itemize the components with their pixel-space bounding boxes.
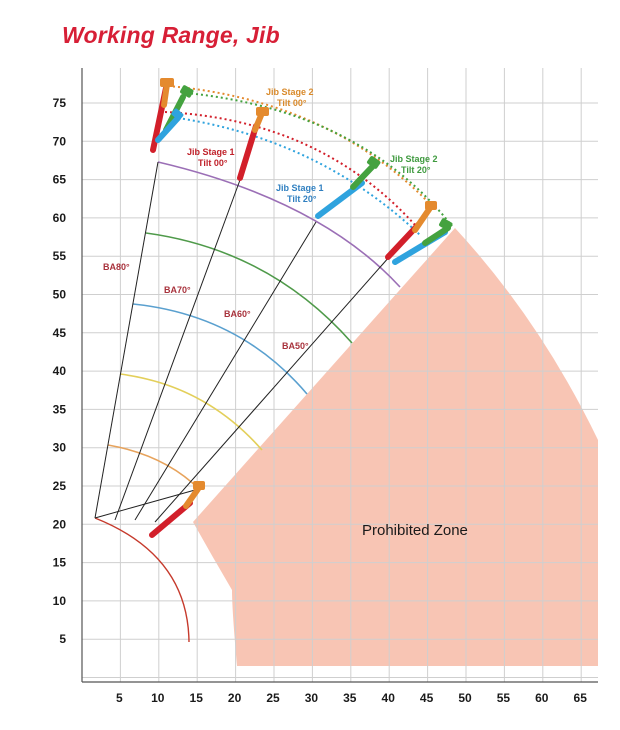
y-tick-label: 45 [53, 326, 67, 340]
x-tick-label: 15 [190, 691, 204, 705]
jib-glyph-low [149, 481, 205, 538]
chart-title: Working Range, Jib [62, 22, 280, 48]
jib-label-line1: Jib Stage 1 [276, 183, 324, 193]
prohibited-zone-label: Prohibited Zone [362, 522, 468, 539]
x-tick-label: 45 [420, 691, 434, 705]
x-tick-label: 20 [228, 691, 242, 705]
label-ba70: BA70° [164, 285, 191, 295]
y-tick-label: 60 [53, 211, 67, 225]
jib-label-line2: Tilt 20° [287, 194, 317, 204]
trajectory-stage1-tilt20 [177, 117, 421, 236]
jib-label-line2: Tilt 20° [401, 165, 431, 175]
jib-label-line2: Tilt 00° [198, 158, 228, 168]
label-ba50: BA50° [282, 341, 309, 351]
reach-arc-blue [132, 303, 308, 395]
prohibited-zone [193, 228, 598, 666]
y-tick-label: 20 [53, 517, 67, 531]
jib-label-line1: Jib Stage 1 [187, 147, 235, 157]
reach-arc-green [145, 232, 353, 344]
x-tick-label: 35 [343, 691, 357, 705]
reach-arc-red [94, 517, 190, 643]
x-tick-label: 30 [305, 691, 319, 705]
x-tick-label: 5 [116, 691, 123, 705]
y-tick-label: 70 [53, 134, 67, 148]
jib-label-line2: Tilt 00° [277, 98, 307, 108]
y-tick-label: 65 [53, 173, 67, 187]
y-tick-label: 35 [53, 402, 67, 416]
jib-label-stage1-tilt0: Jib Stage 1 Tilt 00° [187, 147, 235, 168]
x-tick-label: 40 [382, 691, 396, 705]
label-ba80: BA80° [103, 262, 130, 272]
label-ba60: BA60° [224, 309, 251, 319]
x-tick-label: 50 [458, 691, 472, 705]
jib-label-stage2-tilt20: Jib Stage 2 Tilt 20° [390, 154, 438, 175]
y-tick-label: 50 [53, 288, 67, 302]
jib-glyph-top [150, 78, 194, 153]
y-tick-label: 25 [53, 479, 67, 493]
jib-glyph-right [385, 201, 453, 265]
y-tick-label: 15 [53, 556, 67, 570]
grid [81, 68, 598, 682]
jib-glyph-mid [237, 107, 269, 181]
jib-label-line1: Jib Stage 2 [266, 87, 314, 97]
x-tick-label: 55 [497, 691, 511, 705]
jib-label-stage1-tilt20: Jib Stage 1 Tilt 20° [276, 183, 324, 204]
jib-glyph-right-mid [315, 156, 381, 219]
y-tick-label: 10 [53, 594, 67, 608]
y-tick-label: 5 [59, 632, 66, 646]
y-tick-label: 40 [53, 364, 67, 378]
y-tick-label: 55 [53, 249, 67, 263]
reach-arc-yellow [119, 373, 263, 451]
trajectory-stage1-tilt0 [164, 111, 416, 226]
x-tick-label: 10 [151, 691, 165, 705]
y-tick-label: 30 [53, 441, 67, 455]
trajectory-stage2-tilt0 [167, 85, 433, 207]
y-tick-label: 75 [53, 96, 67, 110]
jib-label-line1: Jib Stage 2 [390, 154, 438, 164]
reach-arc-purple [157, 161, 401, 288]
boom-lines [94, 161, 391, 523]
jib-label-stage2-tilt0: Jib Stage 2 Tilt 00° [266, 87, 314, 108]
reach-arc-orange [107, 444, 201, 491]
x-tick-label: 60 [535, 691, 549, 705]
x-tick-label: 65 [574, 691, 588, 705]
x-tick-label: 25 [266, 691, 280, 705]
